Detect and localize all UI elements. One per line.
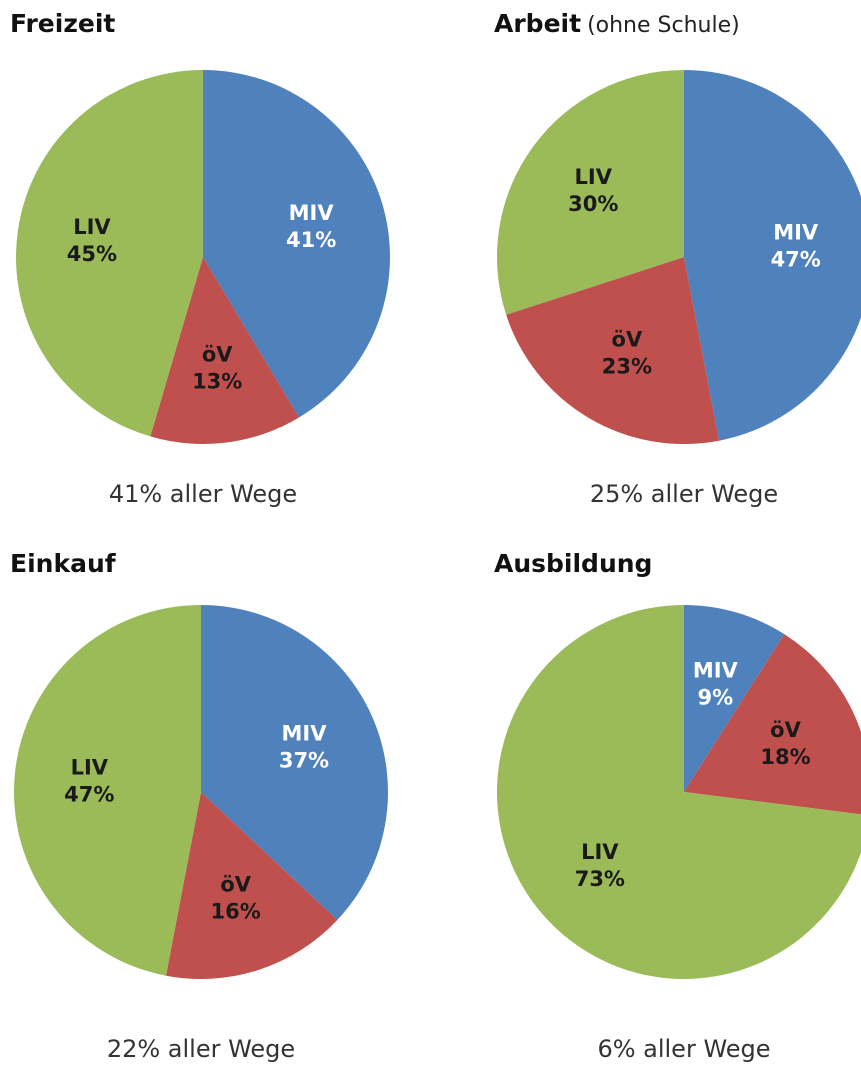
chart-title: Freizeit: [10, 9, 115, 38]
chart-subtitle: (ohne Schule): [587, 13, 740, 38]
slice-category: MIV: [773, 220, 819, 244]
slice-value-label: 13%: [192, 369, 242, 393]
pie-slice: [201, 605, 389, 921]
slice-category: MIV: [281, 721, 327, 745]
slice-category: öV: [612, 328, 643, 352]
chart-note: 41% aller Wege: [109, 480, 297, 508]
pie-slice: [150, 257, 300, 444]
pie-slice: [165, 792, 338, 979]
slice-category: öV: [770, 718, 801, 742]
pie-slice: [506, 257, 720, 444]
slice-category: LIV: [575, 165, 613, 189]
pie-slice: [16, 70, 204, 437]
slice-value-label: 37%: [279, 748, 329, 772]
slice-value-label: 16%: [211, 900, 261, 924]
chart-title: Arbeit: [494, 9, 581, 38]
chart-title: Ausbildung: [494, 549, 652, 578]
chart-note: 22% aller Wege: [107, 1035, 295, 1063]
slice-category: LIV: [71, 755, 109, 779]
slice-value-label: 41%: [286, 228, 336, 252]
slice-category: öV: [202, 342, 233, 366]
pie-slice: [684, 605, 785, 792]
slice-category: LIV: [581, 840, 619, 864]
slice-category: MIV: [289, 201, 335, 225]
slice-value-label: 45%: [67, 242, 117, 266]
slice-value-label: 18%: [760, 745, 810, 769]
pie-slice: [684, 70, 861, 441]
pie-slice: [496, 70, 684, 315]
pie-slice: [684, 634, 861, 815]
slice-value-label: 9%: [697, 685, 733, 709]
slice-value-label: 30%: [568, 192, 618, 216]
slice-category: öV: [220, 873, 251, 897]
chart-note: 6% aller Wege: [597, 1035, 770, 1063]
chart-note: 25% aller Wege: [590, 480, 778, 508]
pie-slice: [496, 605, 861, 979]
slice-value-label: 23%: [602, 355, 652, 379]
slice-category: LIV: [73, 215, 111, 239]
pie-slice: [203, 70, 391, 418]
slice-value-label: 47%: [771, 247, 821, 271]
slice-category: MIV: [693, 658, 739, 682]
pie-slice: [13, 605, 202, 976]
chart-title: Einkauf: [10, 549, 117, 578]
slice-value-label: 73%: [575, 867, 625, 891]
slice-value-label: 47%: [64, 782, 114, 806]
